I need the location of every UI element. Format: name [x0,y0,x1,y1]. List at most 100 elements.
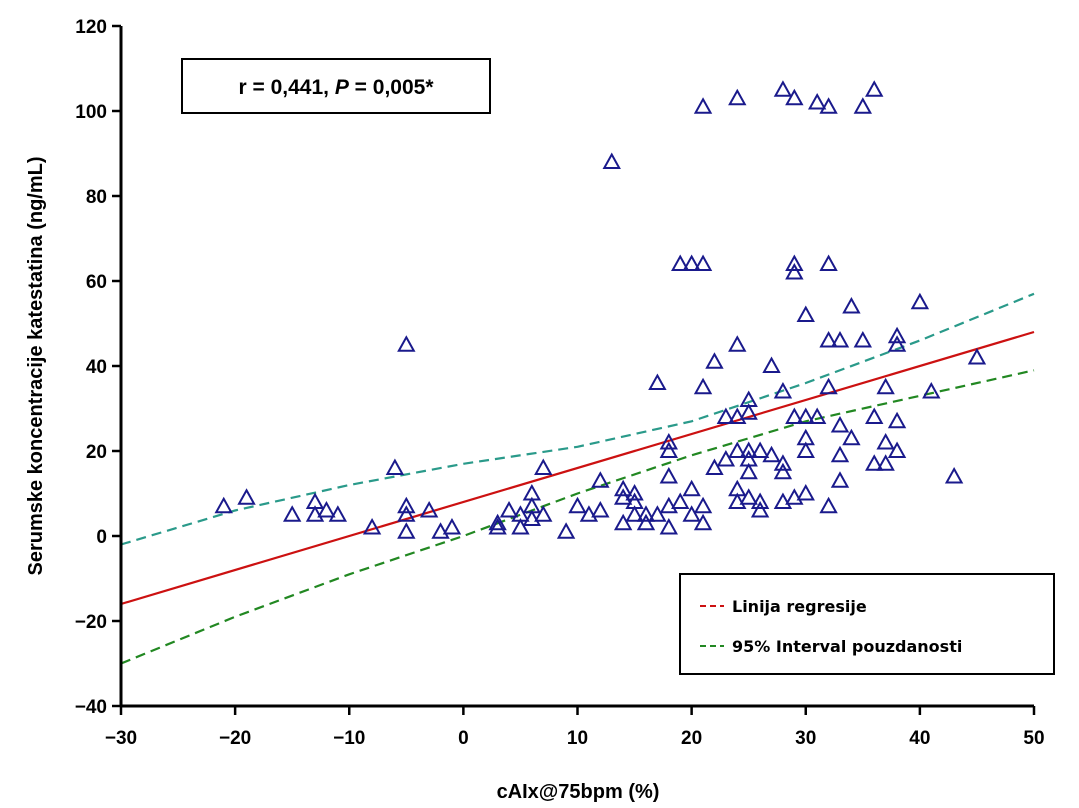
data-point [865,80,884,97]
annotation-p-symbol: P [335,76,350,99]
data-point [419,500,439,518]
data-point [282,505,302,522]
y-axis-ticks: −40 −20 0 20 40 60 80 100 120 [75,17,121,718]
data-point [602,152,621,169]
data-point [556,522,576,539]
data-point [762,356,781,373]
data-point [237,488,256,505]
data-point [682,254,701,271]
data-point [397,505,416,522]
data-point [305,505,325,522]
data-point [910,292,930,310]
data-point [579,505,599,522]
data-point [796,407,815,424]
data-point [693,513,713,531]
data-point [739,488,758,505]
data-point [442,517,462,535]
y-tick-label: −40 [75,697,107,718]
data-point [728,441,747,458]
data-point [876,377,895,395]
data-point [796,483,815,501]
legend-box [679,573,1055,675]
data-point [967,347,987,365]
data-point [819,254,838,271]
x-axis-ticks: −30 −20 −10 0 10 20 30 40 50 [105,706,1045,749]
x-tick-label: 20 [681,728,702,749]
data-point [819,496,838,514]
data-point [682,479,701,497]
data-point [773,492,793,509]
data-point [807,407,827,424]
data-point [728,335,747,352]
data-point [728,88,747,106]
data-point [853,330,873,348]
data-point [773,462,793,480]
data-point [773,80,793,97]
data-point [716,407,736,424]
data-point [693,97,713,114]
data-point [328,505,348,522]
x-tick-label: 50 [1023,728,1044,749]
data-point [830,471,850,488]
data-point [830,330,850,348]
data-point [671,254,690,271]
data-point [785,407,804,424]
annotation-text: r = 0,441, P = 0,005* [239,76,435,99]
data-point [659,466,678,484]
data-point [648,505,667,522]
annotation-p-value: = 0,005* [349,76,434,99]
y-tick-label: 100 [75,102,107,123]
data-point [716,449,736,467]
data-point [739,462,758,480]
x-axis-title: cAIx@75bpm (%) [497,781,660,803]
annotation-box [181,58,491,114]
x-tick-label: −30 [105,728,137,749]
data-point [819,97,838,114]
data-point [636,513,656,531]
data-point [591,471,610,488]
data-point [739,403,758,420]
data-point [671,492,690,509]
data-point [842,428,861,446]
legend: Linija regresije 95% Interval pouzdanost… [679,573,1055,675]
regression-line [120,330,1035,606]
data-point [317,500,336,518]
data-point [397,496,416,514]
data-point [431,522,450,539]
data-point [499,500,519,518]
y-tick-label: −20 [75,612,107,633]
data-point [648,373,667,390]
data-point [887,441,907,458]
data-point [785,88,804,106]
data-point [385,458,405,475]
y-tick-label: 20 [86,442,107,463]
data-point [750,441,770,458]
ci-lower-line [120,369,1035,665]
confidence-interval-lines [120,292,1035,665]
x-tick-label: 0 [458,728,469,749]
data-point [705,352,724,369]
data-point [693,496,713,514]
legend-label-regression: Linija regresije [732,597,867,616]
data-point [591,500,610,518]
x-tick-label: −20 [219,728,251,749]
data-point [796,305,815,322]
data-point [682,505,701,522]
data-point [944,466,964,484]
x-tick-label: −10 [333,728,365,749]
data-point [728,407,747,424]
regression-line-group [120,330,1035,606]
data-point [534,458,553,475]
ci-upper-line [120,292,1035,546]
data-point [693,254,713,271]
data-point [785,262,804,280]
data-point [613,513,633,531]
y-tick-label: 0 [96,527,107,548]
data-points [214,80,987,539]
y-axis-title: Serumske koncentracije katestatina (ng/m… [25,156,47,575]
data-point [613,488,633,505]
data-point [853,97,873,114]
data-point [922,381,941,399]
annotation-r-value: r = 0,441, [239,76,335,99]
